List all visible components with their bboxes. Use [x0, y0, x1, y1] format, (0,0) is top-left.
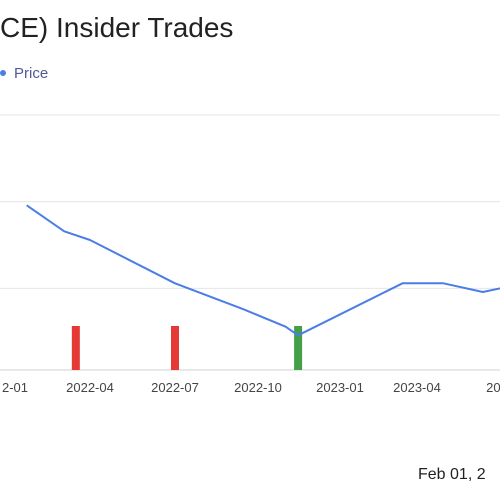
trade-marker-sell: [171, 326, 179, 370]
trade-marker-buy: [294, 326, 303, 370]
x-tick-label: 2022-10: [234, 380, 282, 395]
legend-label-price: Price: [14, 64, 49, 82]
x-tick-label: 2022-07: [151, 380, 199, 395]
x-tick-label: 2022-04: [66, 380, 114, 395]
legend: Price: [0, 63, 48, 83]
x-tick-label: 2-01: [2, 380, 28, 395]
x-tick-label: 202: [486, 380, 500, 395]
chart-title: CE) Insider Trades: [0, 12, 234, 43]
price-series-line: [26, 204, 500, 337]
x-tick-label: 2023-01: [316, 380, 364, 395]
x-tick-label: 2023-04: [393, 380, 441, 395]
trade-marker-sell: [71, 326, 80, 370]
date-stamp: Feb 01, 2: [418, 466, 486, 483]
legend-swatch: [0, 70, 6, 76]
